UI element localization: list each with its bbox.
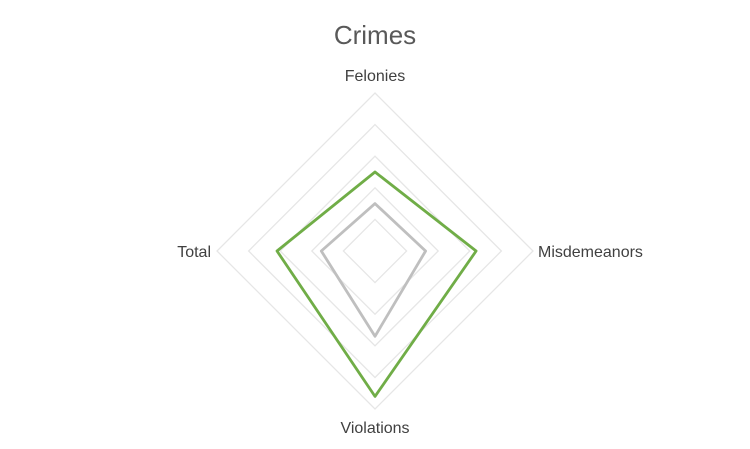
axis-label-felonies: Felonies bbox=[345, 68, 405, 85]
chart-title: Crimes bbox=[334, 20, 416, 50]
axis-label-misdemeanors: Misdemeanors bbox=[538, 244, 643, 261]
axis-label-total: Total bbox=[177, 244, 211, 261]
grid-ring-5 bbox=[216, 92, 534, 410]
grid-ring-3 bbox=[279, 155, 471, 347]
series-line-1 bbox=[275, 170, 478, 398]
grid-ring-1 bbox=[342, 218, 408, 284]
radar-grid bbox=[216, 92, 534, 410]
grid-ring-4 bbox=[247, 123, 503, 379]
series-line-2 bbox=[319, 202, 428, 338]
radar-series bbox=[275, 170, 478, 398]
grid-ring-2 bbox=[310, 186, 440, 316]
axis-label-violations: Violations bbox=[340, 420, 409, 437]
